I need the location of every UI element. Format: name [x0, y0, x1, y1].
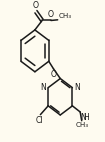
Text: O: O: [32, 1, 38, 11]
Text: N: N: [80, 113, 86, 122]
Text: N: N: [75, 83, 80, 92]
Text: N: N: [40, 83, 46, 92]
Text: O: O: [51, 70, 57, 79]
Text: Cl: Cl: [36, 116, 44, 125]
Text: CH₃: CH₃: [75, 122, 89, 128]
Text: O: O: [48, 10, 54, 19]
Text: H: H: [83, 113, 89, 122]
Text: CH₃: CH₃: [58, 13, 71, 19]
